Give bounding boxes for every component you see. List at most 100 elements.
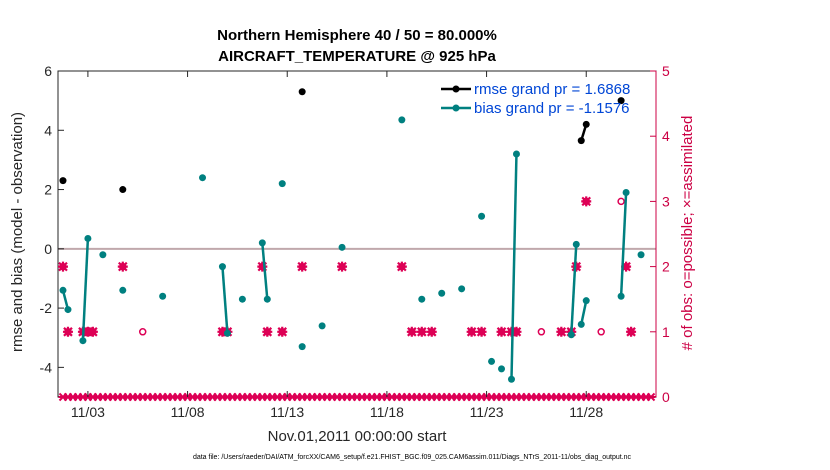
rmse-point <box>59 177 67 185</box>
y2-tick-label: 1 <box>662 324 670 340</box>
x-axis-label: Nov.01,2011 00:00:00 start <box>268 428 448 445</box>
rmse-point <box>582 120 590 128</box>
data-file-footnote: data file: /Users/raeder/DAI/ATM_forcXX/… <box>193 454 632 461</box>
obs-possible-marker <box>617 197 625 206</box>
obs-assimilated-marker <box>277 326 288 337</box>
y2-axis-label: # of obs: o=possible; ×=assimilated <box>679 116 696 351</box>
bias-point <box>418 295 426 303</box>
bias-point <box>622 189 630 197</box>
obs-possible-marker <box>597 328 605 336</box>
series-layer <box>59 88 645 383</box>
bias-point <box>278 180 286 188</box>
bias-point <box>218 263 226 271</box>
obs-assimilated-marker <box>466 326 477 337</box>
bias-point <box>512 150 520 158</box>
y-axis-label: rmse and bias (model - observation) <box>9 112 26 352</box>
x-tick-label: 11/08 <box>171 404 205 420</box>
obs-assimilated-marker <box>426 326 437 337</box>
plot-area-border <box>57 70 657 398</box>
x-tick-label: 11/18 <box>370 404 404 420</box>
obs-assimilated-marker <box>496 326 507 337</box>
obs-assimilated-marker <box>262 326 273 337</box>
x-tick-label: 11/03 <box>71 404 105 420</box>
rmse-point <box>298 88 306 96</box>
bias-line-segment <box>221 266 229 334</box>
bias-point <box>637 251 645 259</box>
bias-point <box>263 295 271 303</box>
obs-assimilated-marker <box>337 261 348 272</box>
bias-point <box>507 375 515 383</box>
obs-assimilated-marker <box>117 261 128 272</box>
bias-line-segment <box>619 192 628 297</box>
bias-point <box>458 285 466 293</box>
legend: rmse grand pr = 1.6868 bias grand pr = -… <box>441 81 630 117</box>
obs-assimilated-marker <box>396 261 407 272</box>
bias-line-segment <box>261 242 269 300</box>
axes-frame <box>57 70 657 398</box>
y2-tick-label: 2 <box>662 259 670 275</box>
y-tick-label: 2 <box>44 182 52 198</box>
legend-bias-label: bias grand pr = -1.1576 <box>474 100 630 117</box>
bias-point <box>582 297 590 305</box>
y2-tick-label: 0 <box>662 389 670 405</box>
bias-line-segment <box>510 153 518 380</box>
x-tick-label: 11/13 <box>270 404 304 420</box>
bias-point <box>159 292 167 300</box>
obs-possible-marker <box>138 328 147 336</box>
bias-point <box>318 322 326 330</box>
y-tick-label: 6 <box>44 63 52 79</box>
legend-rmse-label: rmse grand pr = 1.6868 <box>474 81 630 98</box>
y-tick-label: -4 <box>40 359 53 375</box>
bias-point <box>258 239 266 247</box>
obs-assimilated-marker <box>621 261 632 272</box>
obs-assimilated-marker <box>511 326 522 337</box>
bias-point <box>79 337 87 345</box>
obs-assimilated-marker <box>476 326 487 337</box>
obs-assimilated-marker <box>556 326 567 337</box>
obs-assimilated-marker <box>416 326 427 337</box>
y2-tick-label: 4 <box>662 128 670 144</box>
y2-tick-label: 5 <box>662 63 670 79</box>
bias-line-segment <box>570 244 578 335</box>
chart-subtitle: AIRCRAFT_TEMPERATURE @ 925 hPa <box>218 48 496 65</box>
x-tick-label: 11/28 <box>569 404 603 420</box>
bias-point <box>223 329 231 337</box>
obs-assimilated-marker <box>626 326 637 337</box>
obs-assimilated-marker <box>62 326 73 337</box>
y2-tick-label: 3 <box>662 193 670 209</box>
obs-assimilated-marker <box>257 261 268 272</box>
bias-point <box>572 240 580 248</box>
legend-bias-marker <box>452 104 460 112</box>
obs-count-layer <box>57 196 656 402</box>
bias-point <box>398 116 406 124</box>
rmse-point <box>577 137 585 145</box>
rmse-point <box>119 186 127 194</box>
bias-point <box>238 295 246 303</box>
obs-assimilated-marker <box>581 196 592 207</box>
bias-point <box>617 292 625 300</box>
ticks-layer: 11/03 11/08 11/13 11/18 11/23 11/28 -4 -2 0 2 4 6 0 1… <box>40 63 670 420</box>
bias-point <box>59 286 67 294</box>
bias-point <box>119 286 127 294</box>
rmse-point <box>617 97 625 105</box>
y-tick-label: 0 <box>44 241 52 257</box>
bias-line-segment <box>81 238 90 341</box>
legend-rmse-marker <box>452 85 460 93</box>
obs-assimilated-marker <box>297 261 308 272</box>
bias-point <box>64 306 72 314</box>
y-tick-label: -2 <box>40 300 53 316</box>
bias-point <box>567 331 575 339</box>
obs-assimilated-marker <box>406 326 417 337</box>
obs-assimilated-marker <box>87 326 98 337</box>
bias-point <box>298 343 306 351</box>
bias-point <box>498 365 506 373</box>
bias-point <box>338 243 346 251</box>
bias-point <box>199 174 207 182</box>
bias-point <box>577 320 585 328</box>
x-tick-label: 11/23 <box>470 404 504 420</box>
obs-possible-marker <box>537 328 546 336</box>
obs-assimilated-marker <box>57 261 68 272</box>
chart-title: Northern Hemisphere 40 / 50 = 80.000% <box>217 27 497 44</box>
y-tick-label: 4 <box>44 122 52 138</box>
